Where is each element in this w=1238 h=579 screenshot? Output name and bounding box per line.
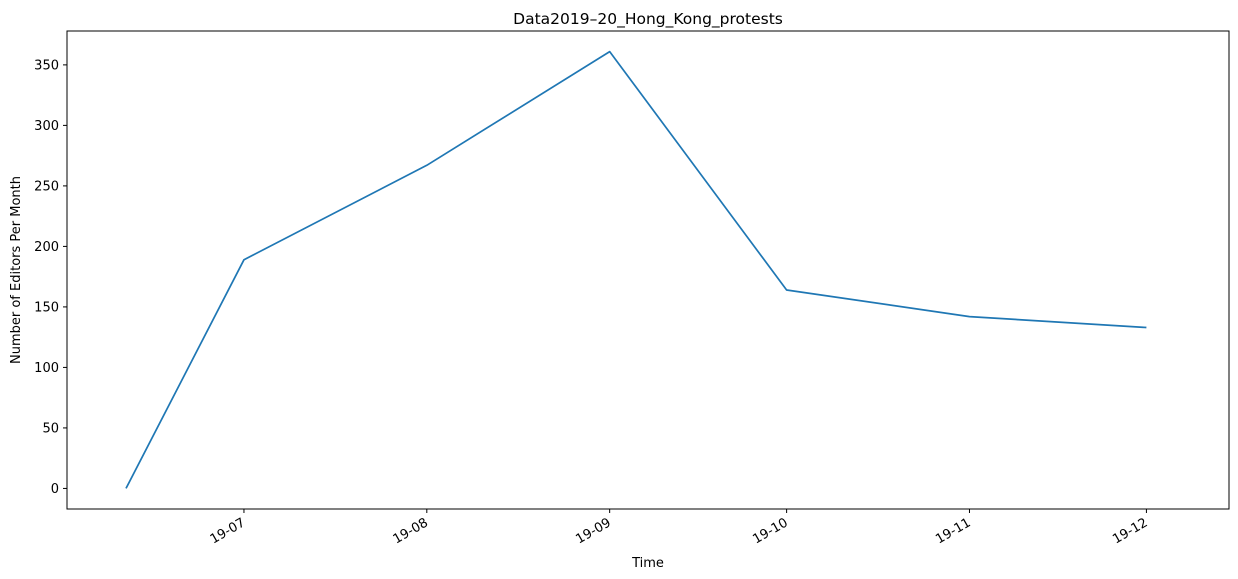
y-tick-label: 100 [34,361,59,376]
chart-title: Data2019–20_Hong_Kong_protests [513,10,783,29]
x-tick-label: 19-10 [750,515,790,547]
series-lines [125,50,1147,489]
data-point [785,289,787,291]
y-tick-label: 50 [42,421,59,436]
x-tick-label: 19-12 [1110,515,1150,547]
plot-background [67,31,1229,509]
x-tick-label: 19-08 [391,515,431,547]
data-point [608,50,610,52]
data-point [243,259,245,261]
y-tick-label: 350 [34,58,59,73]
data-point [968,315,970,317]
x-axis-label: Time [631,556,664,571]
x-axis-ticks: 19-07 19-08 19-09 19-10 19-11 19-12 [208,509,1150,547]
y-axis-ticks: 0 50 100 150 200 250 300 350 [34,58,67,497]
data-point [1145,326,1147,328]
y-axis-label: Number of Editors Per Month [9,176,24,364]
y-tick-label: 200 [34,240,59,255]
y-tick-label: 300 [34,119,59,134]
data-point [426,164,428,166]
series-line [125,50,1147,489]
x-tick-label: 19-09 [573,515,613,547]
data-point [125,487,127,489]
y-tick-label: 250 [34,179,59,194]
y-tick-label: 150 [34,300,59,315]
plot-frame [66,30,1230,510]
x-tick-label: 19-07 [208,515,248,547]
x-tick-label: 19-11 [933,515,973,547]
y-tick-label: 0 [51,482,59,497]
